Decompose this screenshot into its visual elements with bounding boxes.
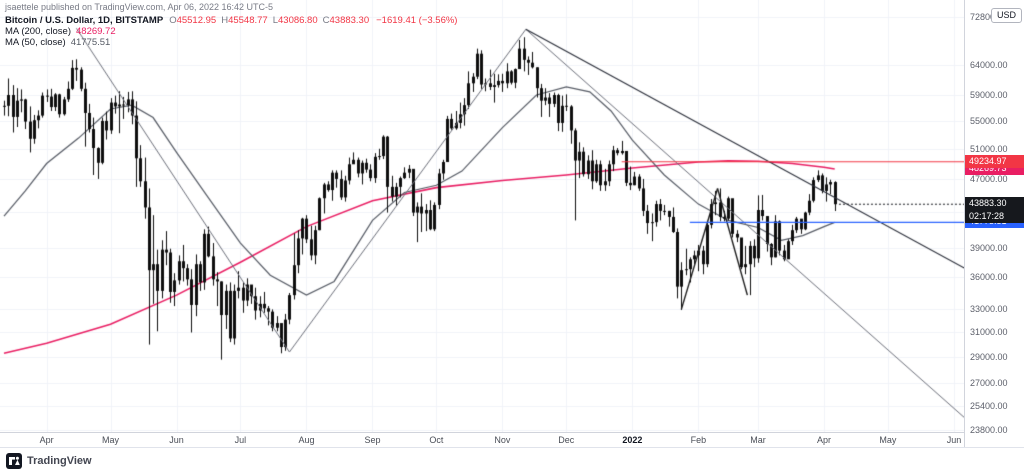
- tradingview-logo-icon[interactable]: [6, 452, 22, 469]
- time-axis[interactable]: Apr May Jun Jul Aug Sep Oct Nov Dec 2022 Feb Mar Apr…: [0, 432, 964, 448]
- attribution-text: jsaettele published on TradingView.com, …: [5, 2, 274, 12]
- time-tick-label: Mar: [750, 435, 766, 445]
- high-value: H45548.77: [221, 15, 268, 26]
- price-tick-label: 51000.00: [970, 143, 1008, 154]
- time-tick-label: Apr: [817, 435, 832, 445]
- symbol-title: Bitcoin / U.S. Dollar, 1D, BITSTAMP: [5, 15, 164, 26]
- time-tick-label: Dec: [558, 435, 575, 445]
- time-tick-label: Apr: [39, 435, 54, 445]
- symbol-legend-row[interactable]: Bitcoin / U.S. Dollar, 1D, BITSTAMP O4551…: [5, 15, 457, 26]
- time-tick-label: May: [101, 435, 120, 445]
- price-chart-canvas[interactable]: [0, 0, 964, 432]
- time-tick-label: Jun: [946, 435, 962, 445]
- currency-toggle-badge[interactable]: USD: [990, 8, 1022, 23]
- footer-bar: TradingView: [0, 447, 1024, 473]
- price-tick-label: 27000.00: [970, 378, 1008, 389]
- price-tick-label: 47000.00: [970, 173, 1008, 184]
- price-tick-label: 31000.00: [970, 327, 1008, 338]
- resistance-line-price-label: 49234.97: [965, 154, 1024, 168]
- price-tick-label: 55000.00: [970, 115, 1008, 126]
- price-axis[interactable]: USD 72800.00 64000.00 59000.00 55000.00 5100…: [964, 0, 1024, 447]
- change-value: −1619.41 (−3.56%): [376, 15, 458, 26]
- time-tick-label: Nov: [494, 435, 511, 445]
- time-tick-label: Jul: [234, 435, 247, 445]
- price-tick-label: 25400.00: [970, 400, 1008, 411]
- last-price-label: 43883.30 02:17:28: [965, 197, 1024, 224]
- ma50-value: 41775.51: [70, 37, 111, 48]
- price-tick-label: 72800.00: [970, 12, 1008, 23]
- low-value: L43086.80: [272, 15, 318, 26]
- bar-close-countdown: 02:17:28: [969, 211, 1005, 222]
- time-tick-label: Aug: [298, 435, 315, 445]
- time-tick-label: Sep: [364, 435, 381, 445]
- price-tick-label: 29000.00: [970, 352, 1008, 363]
- time-tick-label: May: [879, 435, 897, 445]
- tradingview-brand-text[interactable]: TradingView: [27, 454, 92, 467]
- ma200-value: 48269.72: [76, 26, 116, 37]
- ma50-legend-row[interactable]: MA (50, close) 41775.51: [5, 37, 457, 48]
- price-tick-label: 64000.00: [970, 59, 1008, 70]
- open-value: O45512.95: [169, 15, 217, 26]
- time-tick-label: Oct: [429, 435, 444, 445]
- ma50-label: MA (50, close): [5, 37, 66, 48]
- ma200-legend-row[interactable]: MA (200, close) 48269.72: [5, 26, 457, 37]
- time-tick-label: 2022: [622, 435, 643, 445]
- close-value: C43883.30: [322, 15, 370, 26]
- time-tick-label: Feb: [690, 435, 707, 445]
- price-tick-label: 23800.00: [970, 425, 1008, 435]
- price-tick-label: 36000.00: [970, 272, 1008, 283]
- ma200-label: MA (200, close): [5, 26, 71, 37]
- chart-legend: Bitcoin / U.S. Dollar, 1D, BITSTAMP O4551…: [5, 15, 457, 48]
- time-tick-label: Jun: [169, 435, 184, 445]
- price-tick-label: 39000.00: [970, 242, 1008, 253]
- price-tick-label: 59000.00: [970, 90, 1008, 100]
- price-tick-label: 33000.00: [970, 304, 1008, 315]
